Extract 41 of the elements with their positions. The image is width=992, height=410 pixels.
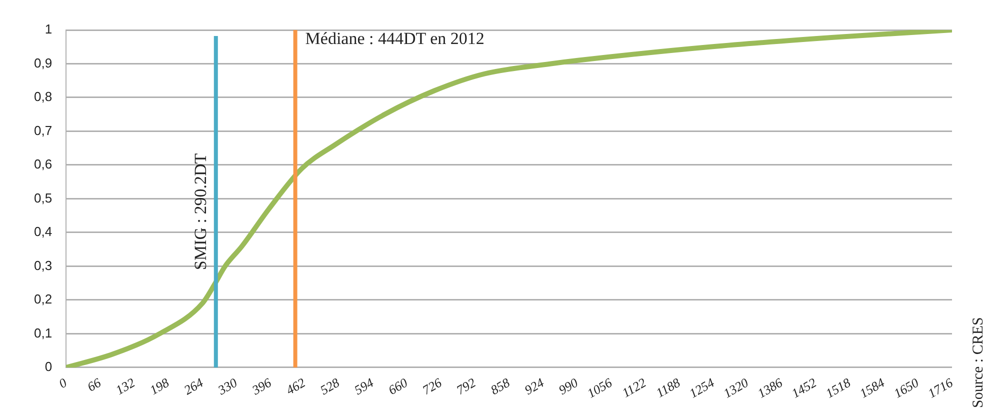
y-tick-label: 0,6 <box>34 156 52 172</box>
x-tick-label: 1518 <box>822 374 854 401</box>
x-tick-label: 792 <box>454 374 479 398</box>
x-tick-label: 660 <box>386 374 410 398</box>
x-tick-label: 858 <box>488 374 513 398</box>
x-tick-label: 1452 <box>788 374 820 401</box>
x-tick-label: 462 <box>283 374 308 398</box>
x-tick-label: 1584 <box>857 374 888 401</box>
x-tick-label: 990 <box>556 374 581 398</box>
y-tick-label: 0 <box>44 359 52 374</box>
x-tick-label: 1386 <box>754 374 786 401</box>
x-tick-label: 726 <box>420 374 445 398</box>
y-tick-label: 0,9 <box>34 55 52 70</box>
x-tick-label: 264 <box>181 374 206 398</box>
y-tick-label: 0,7 <box>34 122 52 138</box>
x-tick-label: 330 <box>214 374 240 398</box>
x-tick-label: 132 <box>113 374 138 398</box>
y-tick-label: 0,1 <box>34 325 52 340</box>
x-tick-label: 1716 <box>925 374 956 401</box>
x-tick-label: 924 <box>522 374 547 398</box>
y-tick-label: 0,3 <box>34 258 52 273</box>
x-tick-label: 1122 <box>619 374 649 400</box>
x-tick-label: 1320 <box>720 374 752 401</box>
x-tick-label: 1650 <box>891 374 922 401</box>
x-tick-label: 594 <box>352 374 376 398</box>
y-tick-label: 1 <box>44 22 52 37</box>
x-tick-label: 1188 <box>653 374 684 400</box>
y-tick-label: 0,5 <box>34 190 52 206</box>
ref-line-label: SMIG : 290.2DT <box>190 152 210 270</box>
x-tick-label: 198 <box>147 374 172 398</box>
y-tick-label: 0,2 <box>34 292 52 307</box>
x-tick-label: 396 <box>248 374 274 398</box>
y-tick-label: 0,8 <box>34 89 52 104</box>
ref-line-label: Médiane : 444DT en 2012 <box>305 28 484 48</box>
source-note: Source : CRES <box>970 317 986 408</box>
x-tick-label: 1056 <box>584 374 615 401</box>
x-tick-label: 1254 <box>686 374 718 401</box>
x-tick-label: 0 <box>56 374 70 392</box>
y-tick-label: 0,4 <box>34 224 52 240</box>
x-tick-label: 528 <box>317 374 342 398</box>
x-tick-label: 66 <box>84 374 104 394</box>
